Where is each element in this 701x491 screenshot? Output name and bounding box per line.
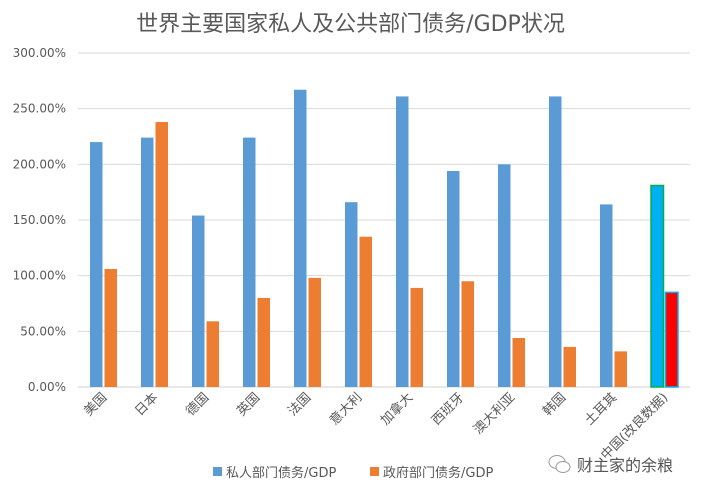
x-tick-label: 法国	[285, 390, 314, 419]
bar-private	[600, 204, 613, 387]
bar-private	[650, 184, 665, 388]
legend-item-private: 私人部门债务/GDP	[213, 462, 336, 481]
chart-title: 世界主要国家私人及公共部门债务/GDP状况	[136, 12, 565, 37]
y-tick-label: 200.00%	[13, 157, 66, 171]
x-tick-label: 英国	[234, 390, 263, 419]
bar-government	[614, 351, 627, 387]
x-tick-label: 德国	[183, 390, 212, 419]
bar-government	[410, 287, 423, 387]
legend-label: 政府部门债务/GDP	[383, 466, 494, 481]
bar-government	[563, 346, 576, 387]
bar-private	[498, 164, 511, 387]
y-tick-label: 0.00%	[28, 380, 66, 394]
y-tick-label: 150.00%	[13, 213, 66, 227]
x-tick-label: 日本	[132, 390, 161, 419]
x-tick-label: 西班牙	[429, 390, 467, 428]
bar-private	[345, 202, 358, 387]
legend-swatch	[370, 467, 379, 476]
y-tick-label: 300.00%	[13, 46, 66, 60]
bar-private	[396, 96, 409, 388]
bar-government	[104, 268, 117, 387]
bar-government	[155, 122, 168, 387]
bar-government	[512, 338, 525, 387]
bar-private	[192, 215, 205, 387]
legend-item-government: 政府部门债务/GDP	[370, 462, 493, 481]
bar-government	[308, 277, 321, 387]
bar-government	[461, 281, 474, 387]
watermark-text: 财主家的余粮	[577, 456, 674, 475]
x-tick-label: 加拿大	[377, 390, 416, 429]
bar-government	[664, 291, 679, 388]
bar-government	[257, 297, 270, 387]
bar-government	[206, 321, 219, 387]
y-tick-label: 250.00%	[13, 102, 66, 116]
y-tick-label: 50.00%	[20, 324, 66, 338]
wechat-icon	[548, 455, 571, 473]
y-tick-label: 100.00%	[13, 269, 66, 283]
x-tick-label: 澳大利亚	[470, 390, 518, 438]
legend-swatch	[213, 467, 222, 476]
bar-private	[549, 96, 562, 388]
x-tick-label: 意大利	[326, 390, 365, 429]
x-tick-label: 土耳其	[582, 390, 620, 428]
bar-private	[141, 137, 154, 387]
watermark: 财主家的余粮	[547, 452, 673, 476]
legend-label: 私人部门债务/GDP	[226, 466, 337, 481]
bar-private	[243, 137, 256, 387]
bar-government	[359, 236, 372, 387]
bar-private	[90, 142, 103, 387]
x-tick-label: 美国	[81, 390, 110, 419]
x-tick-label: 韩国	[540, 390, 569, 419]
bar-private	[447, 171, 460, 387]
bar-private	[294, 89, 307, 388]
